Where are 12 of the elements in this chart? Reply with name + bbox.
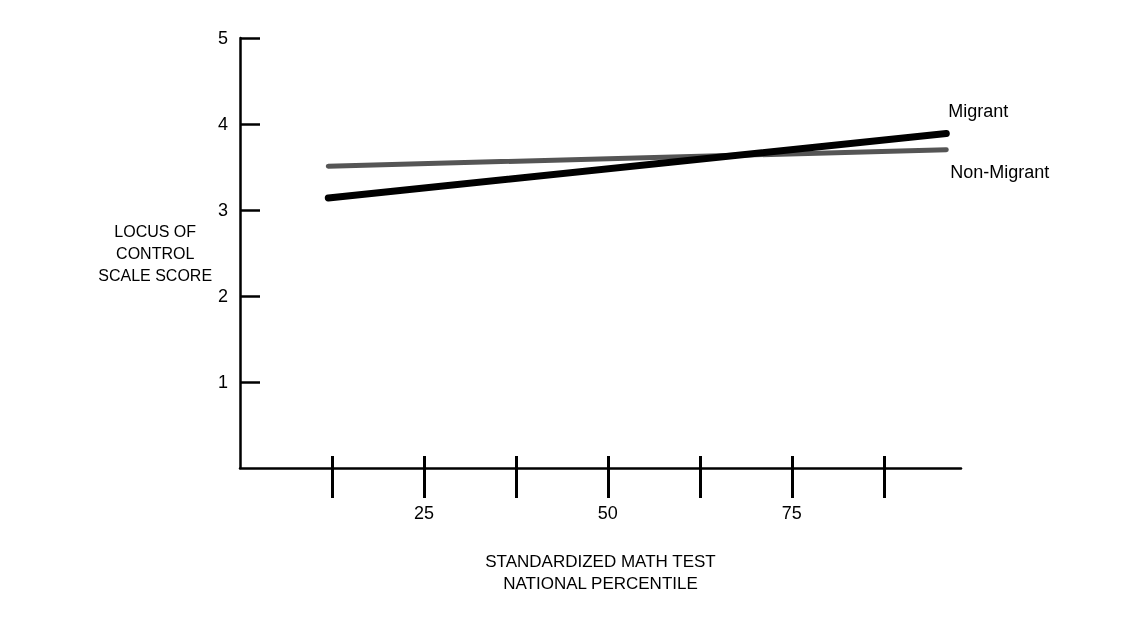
series-label: Migrant: [948, 101, 1009, 122]
y-tick-label: 5: [217, 28, 228, 48]
y-tick-label: 1: [217, 372, 228, 392]
x-tick-label: 25: [413, 503, 434, 523]
series-label: Non-Migrant: [950, 161, 1050, 182]
x-tick-label: 50: [597, 503, 618, 523]
y-tick-label: 2: [217, 286, 228, 306]
x-tick-label: 75: [781, 503, 802, 523]
y-axis-title: LOCUS OF CONTROL SCALE SCORE: [98, 222, 213, 284]
y-tick-label: 3: [217, 200, 228, 220]
x-axis-title: STANDARDIZED MATH TEST NATIONAL PERCENTILE: [485, 551, 716, 593]
y-tick-label: 4: [217, 114, 228, 134]
